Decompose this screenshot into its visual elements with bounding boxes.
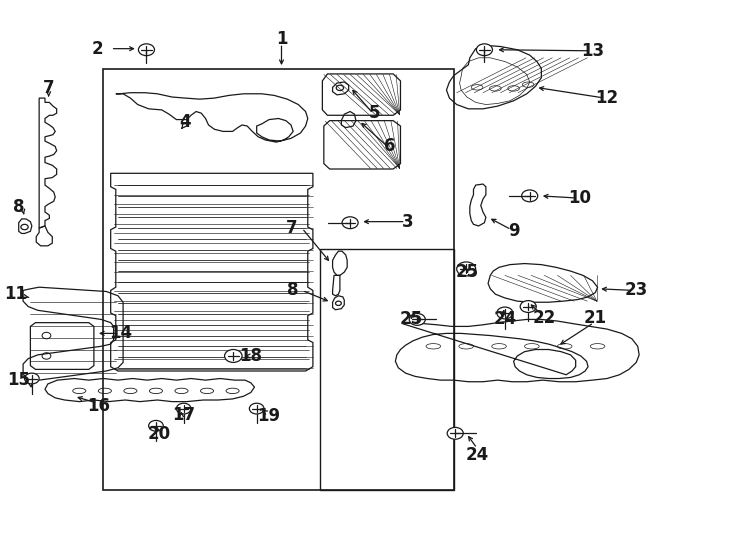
Text: 24: 24 <box>465 446 489 464</box>
Circle shape <box>520 301 537 313</box>
Text: 18: 18 <box>239 347 262 365</box>
Text: 1: 1 <box>276 30 287 48</box>
Text: 7: 7 <box>286 219 297 237</box>
Text: 19: 19 <box>258 407 280 425</box>
Text: 22: 22 <box>533 309 556 327</box>
Circle shape <box>410 314 425 325</box>
Circle shape <box>250 403 264 414</box>
Text: 5: 5 <box>369 104 381 122</box>
Text: 8: 8 <box>287 281 298 299</box>
Circle shape <box>139 44 154 56</box>
Text: 9: 9 <box>508 222 520 240</box>
Text: 16: 16 <box>87 397 111 415</box>
Circle shape <box>497 307 513 319</box>
Text: 13: 13 <box>581 42 604 60</box>
Text: 7: 7 <box>43 79 54 97</box>
Circle shape <box>24 373 39 384</box>
Circle shape <box>447 427 463 439</box>
Text: 4: 4 <box>179 113 191 131</box>
Text: 14: 14 <box>109 325 132 342</box>
Circle shape <box>476 44 493 56</box>
Text: 2: 2 <box>92 39 103 58</box>
Circle shape <box>176 403 191 414</box>
Text: 11: 11 <box>4 285 27 302</box>
Text: 6: 6 <box>384 138 396 156</box>
Text: 24: 24 <box>493 310 517 328</box>
Circle shape <box>149 421 163 431</box>
Text: 21: 21 <box>584 309 607 327</box>
Circle shape <box>225 349 242 362</box>
Text: 15: 15 <box>7 370 30 389</box>
Text: 8: 8 <box>13 198 24 215</box>
Circle shape <box>342 217 358 228</box>
Circle shape <box>522 190 538 202</box>
Text: 10: 10 <box>568 189 591 207</box>
Circle shape <box>457 262 476 276</box>
Text: 17: 17 <box>172 406 195 424</box>
Text: 23: 23 <box>625 281 648 299</box>
Text: 25: 25 <box>400 310 423 328</box>
Text: 20: 20 <box>148 426 171 443</box>
Text: 12: 12 <box>595 89 619 107</box>
Text: 25: 25 <box>456 263 479 281</box>
Text: 3: 3 <box>402 213 413 231</box>
